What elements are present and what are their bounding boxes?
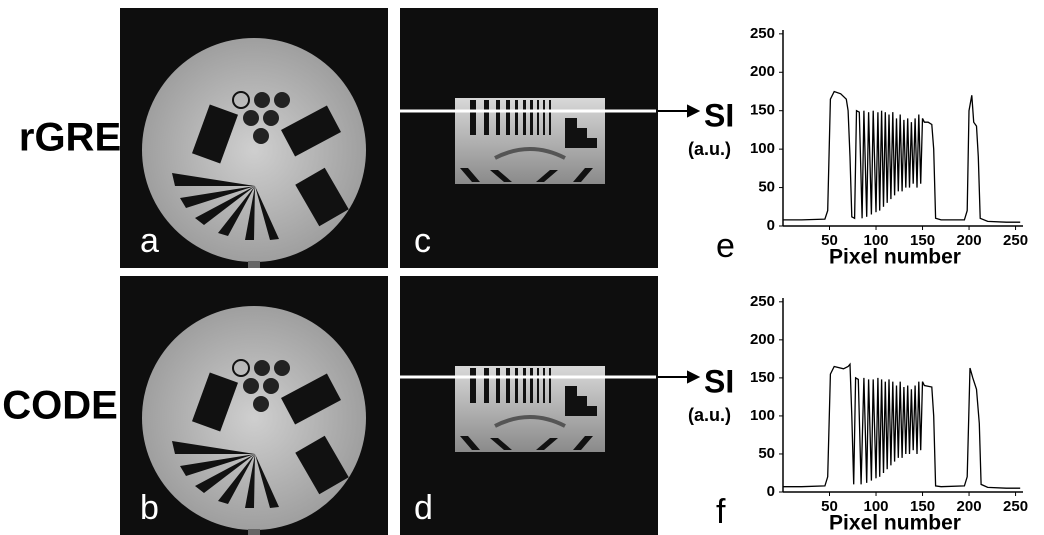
figure: rGRE CODE a c b d SI (a.u.) SI (a.u.) 0 5… — [0, 0, 1044, 535]
panel-label: c — [414, 222, 431, 260]
unit-label: (a.u.) — [688, 139, 731, 159]
panel-label: f — [716, 493, 726, 531]
y-tick-label: 50 — [758, 445, 775, 462]
image-d — [400, 276, 658, 535]
si-label: SI — [704, 97, 734, 133]
row-label: CODE — [2, 384, 118, 428]
panel-label: b — [140, 489, 159, 527]
x-axis-label: Pixel number — [829, 512, 961, 535]
image-a — [120, 8, 388, 268]
y-tick-label: 0 — [767, 217, 775, 234]
y-tick-label: 50 — [758, 179, 775, 196]
row-label: rGRE — [19, 116, 121, 160]
profile-line — [783, 364, 1020, 488]
y-tick-label: 0 — [767, 483, 775, 500]
panel-label: a — [140, 222, 159, 260]
profile-line — [783, 92, 1020, 223]
panel-label: e — [716, 227, 735, 265]
image-c — [400, 8, 658, 268]
y-tick-label: 250 — [750, 293, 775, 310]
y-tick-label: 250 — [750, 25, 775, 42]
y-tick-label: 150 — [750, 369, 775, 386]
y-tick-label: 200 — [750, 63, 775, 80]
x-tick-label: 250 — [1003, 232, 1028, 249]
y-tick-label: 200 — [750, 331, 775, 348]
si-label: SI — [704, 363, 734, 399]
y-tick-label: 100 — [750, 140, 775, 157]
x-tick-label: 250 — [1003, 498, 1028, 515]
image-b — [120, 276, 388, 535]
unit-label: (a.u.) — [688, 405, 731, 425]
x-axis-label: Pixel number — [829, 246, 961, 269]
y-tick-label: 150 — [750, 102, 775, 119]
panel-label: d — [414, 489, 433, 527]
y-tick-label: 100 — [750, 407, 775, 424]
